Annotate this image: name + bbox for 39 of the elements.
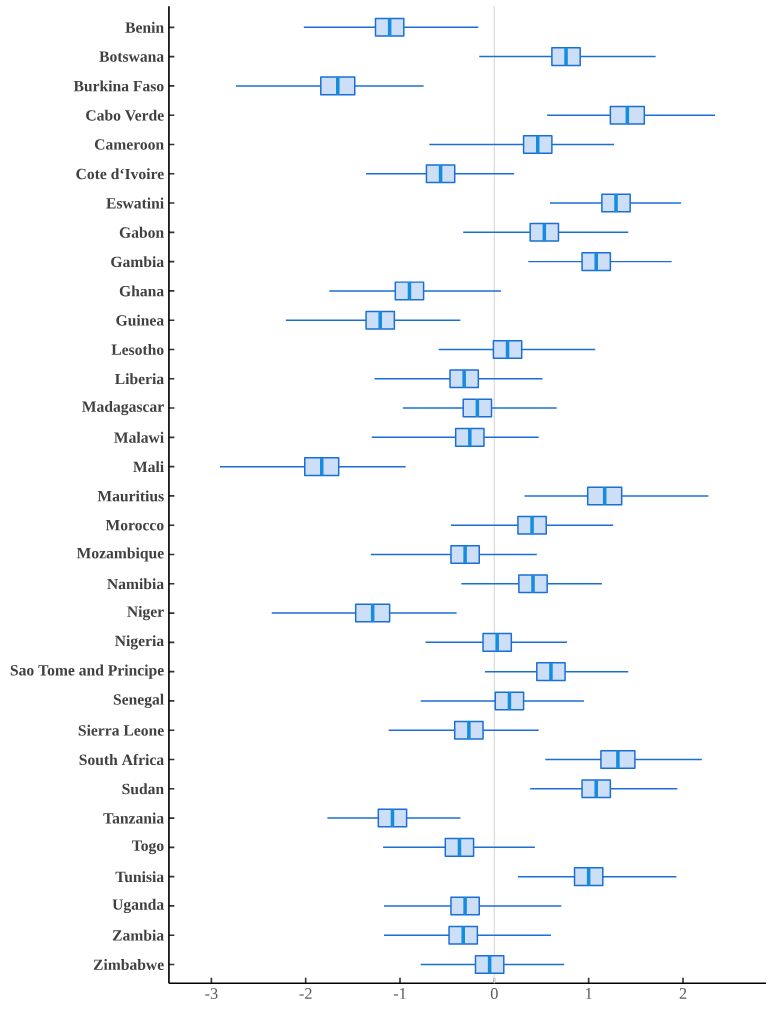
y-tick-label: Mauritius [97, 490, 164, 502]
y-tick-label: Cameroon [94, 139, 164, 150]
y-tick-label: Malawi [114, 431, 164, 443]
y-tick-label: Cote d‘Ivoire [76, 168, 164, 180]
y-tick-label: Zambia [112, 929, 164, 941]
y-tick-label: Eswatini [106, 197, 164, 209]
y-tick-label: Botswana [99, 51, 164, 62]
y-tick-label: Namibia [107, 578, 164, 590]
y-tick-label: Sudan [122, 783, 164, 795]
y-tick-label: Benin [125, 21, 164, 33]
y-tick-label: Sao Tome and Principe [10, 664, 164, 679]
x-tick-label: -2 [299, 988, 312, 999]
y-tick-label: Uganda [112, 898, 164, 914]
y-tick-label: Gabon [119, 226, 164, 238]
y-tick-label: Zimbabwe [93, 959, 164, 970]
y-tick-label: Mali [133, 461, 164, 473]
x-tick-label: -3 [205, 988, 218, 999]
y-tick-label: Togo [131, 840, 164, 855]
y-tick-label: Tunisia [115, 871, 164, 883]
y-tick-label: Ghana [119, 285, 164, 297]
x-tick-label: 0 [490, 988, 498, 1000]
y-tick-label: Lesotho [111, 343, 164, 355]
x-tick-label: 2 [679, 988, 687, 999]
y-tick-label: Liberia [114, 373, 164, 385]
y-tick-label: Morocco [105, 520, 164, 531]
y-tick-label: Guinea [116, 314, 164, 326]
y-tick-label: Mozambique [76, 547, 164, 562]
y-tick-label: Madagascar [81, 400, 164, 416]
y-tick-label: Senegal [113, 693, 164, 709]
y-tick-label: Cabo Verde [86, 109, 164, 121]
y-tick-label: Sierra Leone [78, 724, 164, 736]
x-tick-label: 1 [585, 988, 592, 999]
y-tick-label: South Africa [79, 753, 164, 766]
x-tick-label: -1 [393, 988, 406, 999]
y-tick-label: Tanzania [103, 812, 164, 824]
y-tick-label: Nigeria [114, 635, 164, 650]
y-tick-label: Gambia [111, 256, 164, 268]
y-tick-label: Burkina Faso [73, 80, 164, 92]
y-tick-label: Niger [127, 605, 164, 621]
